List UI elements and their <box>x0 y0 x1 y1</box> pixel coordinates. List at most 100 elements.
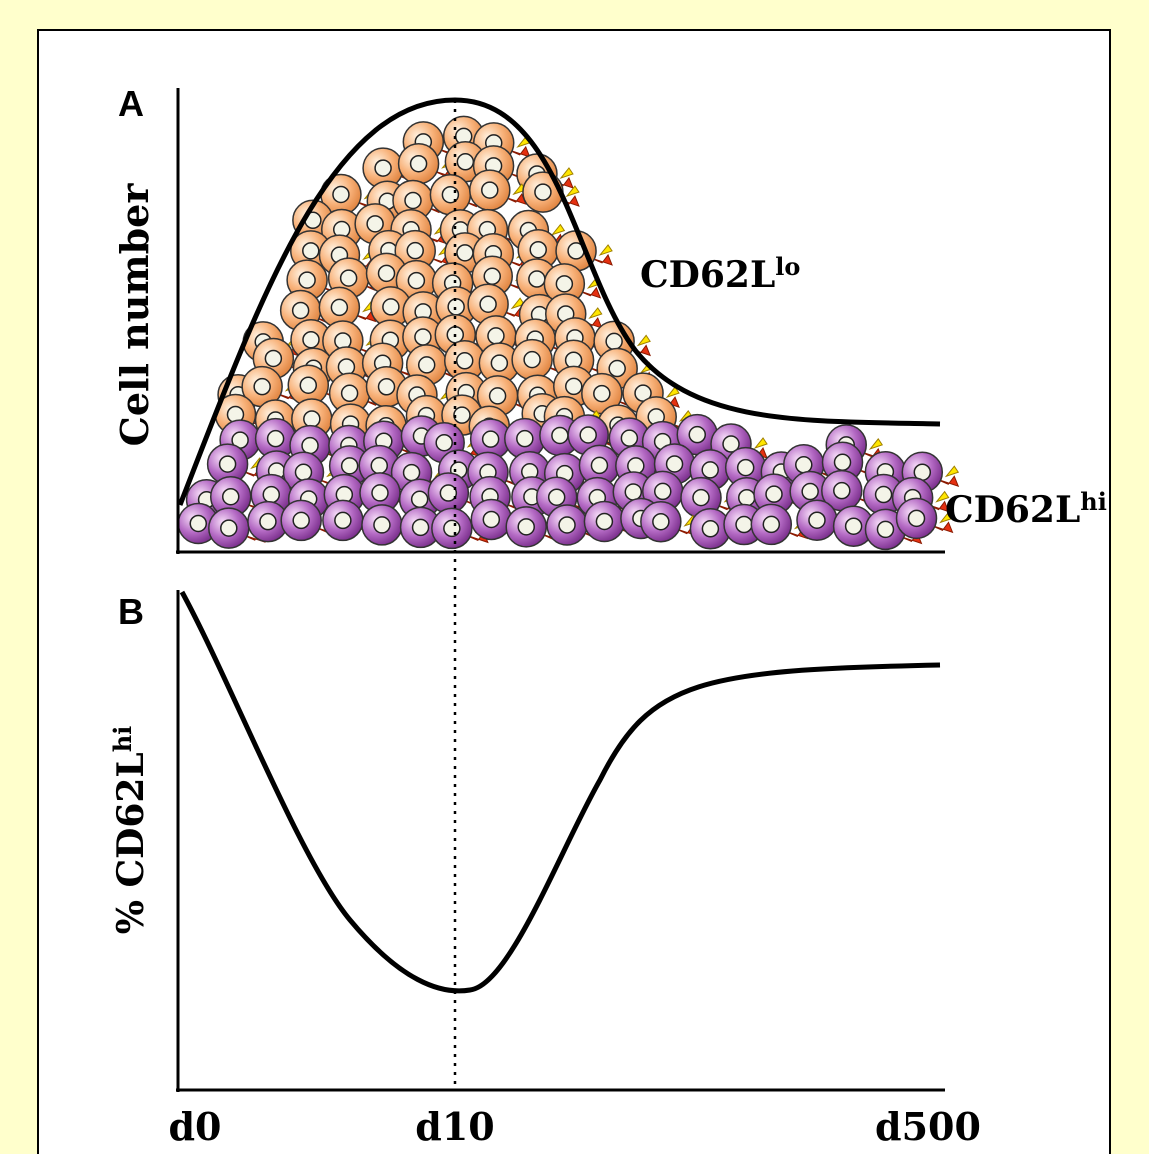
ligand <box>565 185 580 198</box>
nucleus <box>407 271 426 290</box>
cell <box>895 497 954 540</box>
ligand <box>935 490 950 503</box>
nucleus <box>590 456 609 475</box>
nucleus <box>302 330 320 349</box>
nucleus <box>299 376 318 394</box>
nucleus <box>488 387 507 405</box>
nucleus <box>264 349 283 368</box>
cell <box>467 283 525 325</box>
percentage-curve <box>179 590 941 994</box>
nucleus <box>907 509 926 528</box>
nucleus <box>874 485 893 504</box>
receptor <box>576 286 602 299</box>
ligand <box>636 334 651 347</box>
ligand <box>510 297 525 310</box>
label-text: CD62L <box>640 254 775 296</box>
nucleus <box>737 488 756 507</box>
nucleus <box>565 377 583 396</box>
nucleus <box>220 519 238 537</box>
x-tick-label: d10 <box>415 1104 494 1149</box>
nucleus <box>455 352 474 370</box>
nucleus <box>334 511 352 530</box>
nucleus <box>435 433 453 452</box>
nucleus <box>373 516 391 534</box>
nucleus <box>608 359 626 378</box>
nucleus <box>547 488 566 506</box>
nucleus <box>298 271 316 289</box>
y-axis-label: Cell number <box>112 183 157 447</box>
nucleus <box>262 485 281 504</box>
nucleus <box>340 457 359 475</box>
nucleus <box>876 520 895 539</box>
cell <box>318 286 377 329</box>
nucleus <box>291 301 310 320</box>
nucleus <box>490 354 509 372</box>
nucleus <box>593 384 611 403</box>
nucleus <box>330 298 349 317</box>
nucleus <box>701 520 720 538</box>
nucleus <box>528 270 546 288</box>
nucleus <box>833 481 851 500</box>
nucleus <box>294 463 313 482</box>
x-tick-label: d500 <box>875 1104 981 1149</box>
nucleus <box>366 215 384 233</box>
nucleus <box>558 516 576 534</box>
panel-letter: B <box>118 591 144 632</box>
nucleus <box>487 327 505 345</box>
nucleus <box>579 426 597 444</box>
nucleus <box>439 484 458 502</box>
nucleus <box>332 185 350 204</box>
nucleus <box>517 518 535 536</box>
ligand <box>753 437 768 450</box>
nucleus <box>340 384 359 403</box>
nucleus <box>292 511 310 530</box>
nucleus <box>551 426 569 445</box>
nucleus <box>624 483 643 501</box>
cell <box>511 338 569 381</box>
nucleus <box>253 377 271 396</box>
nucleus <box>844 517 863 535</box>
ligand <box>665 386 680 399</box>
receptor <box>587 253 613 266</box>
nucleus <box>447 298 465 316</box>
nucleus <box>688 425 707 444</box>
nucleus <box>409 154 428 173</box>
cell-layer <box>177 115 960 551</box>
nucleus <box>722 435 740 453</box>
nucleus <box>765 485 783 503</box>
nucleus <box>605 332 623 351</box>
nucleus <box>456 244 474 262</box>
ligand <box>550 223 566 236</box>
nucleus <box>189 514 208 533</box>
nucleus <box>483 267 501 286</box>
ligand <box>939 511 954 524</box>
nucleus <box>795 456 813 474</box>
nucleus <box>377 264 396 283</box>
nucleus <box>534 183 552 201</box>
label-sup: lo <box>775 252 800 281</box>
nucleus <box>337 358 356 376</box>
nucleus <box>404 191 422 210</box>
nucleus <box>339 269 358 287</box>
population-label: CD62Llo <box>640 252 800 296</box>
nucleus <box>665 455 684 473</box>
receptor <box>501 193 527 205</box>
nucleus <box>406 241 424 260</box>
cell <box>796 499 854 541</box>
nucleus <box>701 461 719 479</box>
nucleus <box>266 429 285 448</box>
ligand <box>598 244 613 256</box>
receptor <box>505 145 531 158</box>
nucleus <box>735 515 753 534</box>
ligand <box>559 167 574 179</box>
nucleus <box>411 518 430 537</box>
nucleus <box>370 456 389 475</box>
nucleus <box>259 512 277 531</box>
cell <box>280 499 339 542</box>
nucleus <box>736 458 755 477</box>
nucleus <box>555 275 574 293</box>
cell <box>328 372 387 415</box>
nucleus <box>833 453 852 472</box>
nucleus <box>302 242 320 260</box>
